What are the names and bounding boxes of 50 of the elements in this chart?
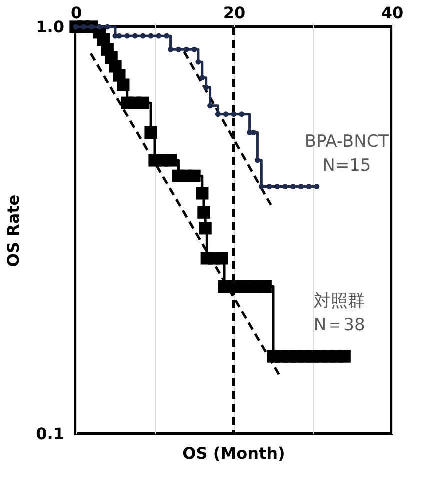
series-label: BPA-BNCT N=15 [304,132,390,176]
point [140,33,146,39]
point [200,75,206,81]
point [251,130,256,136]
point [266,184,272,190]
point [164,154,178,167]
point [306,184,312,190]
point [104,24,110,30]
point [259,280,272,294]
point [254,158,260,164]
point [156,33,162,39]
point [231,112,237,118]
point [204,84,210,90]
series-label: 対照群 N＝38 [314,292,366,336]
point [223,112,229,118]
point [282,184,288,190]
point [164,33,170,39]
point [290,184,296,190]
point [215,112,221,118]
point [216,252,228,265]
point [148,33,154,39]
point [298,184,304,190]
point [314,184,320,190]
point [239,112,245,118]
x-tick-label: 0 [70,4,82,22]
x-axis-title: OS (Month) [182,444,286,463]
point [198,206,210,219]
point [117,78,130,92]
point [188,170,201,182]
point [258,184,264,190]
point [338,350,351,363]
point [192,46,198,52]
x-tick-label: 20 [223,4,246,22]
y-tick-label: 1.0 [36,18,64,36]
point [132,33,138,39]
point [208,103,214,109]
point [96,24,102,30]
x-tick-label: 40 [381,4,404,22]
y-tick-label: 0.1 [36,424,64,444]
point [274,184,280,190]
point [196,187,209,200]
point [184,46,190,52]
point [196,59,202,65]
point [136,96,150,110]
point [124,33,130,39]
y-axis-title: OS Rate [4,194,24,268]
point [144,126,158,139]
point [199,222,212,235]
point [176,46,182,52]
point [168,46,174,52]
